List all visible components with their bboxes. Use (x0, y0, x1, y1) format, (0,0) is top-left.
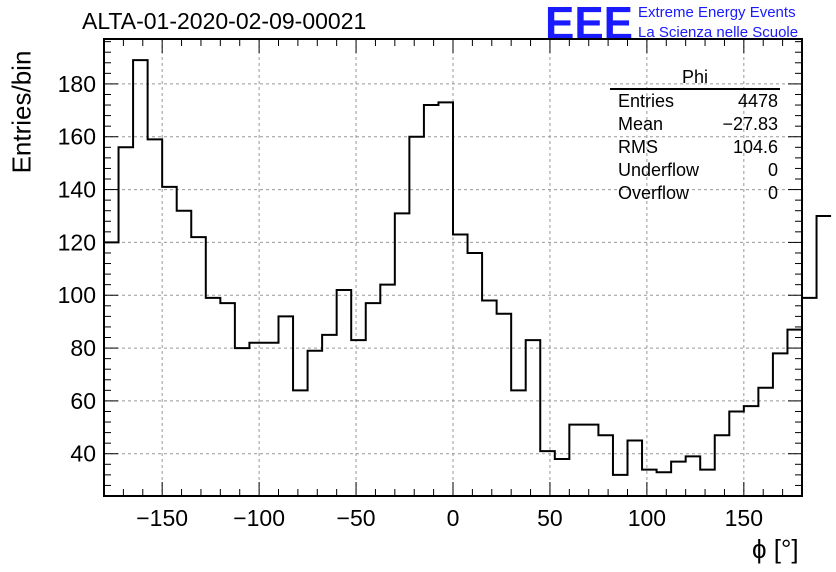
logo-tagline-1: Extreme Energy Events (638, 4, 796, 21)
stats-label: Mean (618, 114, 664, 134)
stats-row-entries: Entries 4478 (610, 90, 780, 113)
stats-row-underflow: Underflow 0 (610, 159, 780, 182)
stats-value: 4478 (737, 91, 778, 111)
y-tick-label: 140 (58, 177, 96, 203)
x-tick-label: 50 (537, 505, 563, 531)
svg-text:EEE: EEE (545, 2, 633, 42)
stats-label: Entries (618, 91, 675, 111)
x-tick-label: −150 (136, 505, 188, 531)
stats-title: Phi (610, 67, 780, 90)
plot-frame (103, 38, 803, 497)
stats-row-mean: Mean −27.83 (610, 113, 780, 136)
x-tick-label: −50 (337, 505, 376, 531)
grid (104, 39, 802, 496)
y-tick-label: 60 (70, 388, 96, 414)
x-tick-label: 100 (628, 505, 666, 531)
stats-label: Overflow (618, 183, 690, 203)
stats-row-rms: RMS 104.6 (610, 136, 780, 159)
histogram-series (104, 59, 832, 476)
plot-title: ALTA-01-2020-02-09-00021 (82, 8, 367, 34)
y-tick-label: 160 (58, 124, 96, 150)
stats-row-overflow: Overflow 0 (610, 182, 780, 205)
logo-tagline-2: La Scienza nelle Scuole (638, 24, 799, 41)
y-tick-label: 120 (58, 229, 96, 255)
y-tick-label: 180 (58, 71, 96, 97)
y-tick-label: 100 (58, 282, 96, 308)
stats-value: 104.6 (732, 137, 778, 157)
stats-value: −27.83 (722, 114, 778, 134)
x-tick-label: −100 (233, 505, 285, 531)
y-tick-label: 40 (70, 441, 96, 467)
stats-label: RMS (618, 137, 658, 157)
eee-logo: EEE (545, 2, 633, 42)
x-tick-label: 0 (447, 505, 460, 531)
x-axis-label: ϕ [°] (752, 534, 799, 564)
stats-value: 0 (767, 160, 778, 180)
stats-label: Underflow (618, 160, 700, 180)
stats-box: Phi Entries 4478 Mean −27.83 RMS 104.6 Unde… (610, 67, 780, 205)
y-tick-label: 80 (70, 335, 96, 361)
x-tick-label: 150 (725, 505, 763, 531)
stats-value: 0 (767, 183, 778, 203)
tick-labels: −150 −100 −50 0 50 100 150 40 60 80 100 120 140 160 18… (58, 71, 763, 531)
